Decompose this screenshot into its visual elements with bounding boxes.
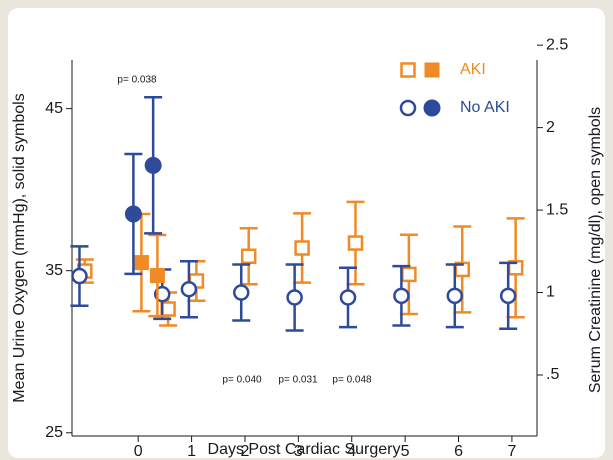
marker [286,289,303,306]
p-value-note: p= 0.031 [278,375,318,386]
panel [8,8,605,458]
y2-tick-label: 2.5 [546,36,568,53]
legend-marker [423,99,441,117]
x-tick-label: 5 [401,443,410,460]
legend-marker [424,62,440,78]
p-value-note: p= 0.038 [117,75,157,86]
x-tick-label: 7 [507,443,516,460]
y2-tick-label: 2 [546,119,555,136]
legend-label: No AKI [460,99,510,116]
y-tick-label: 45 [45,100,63,117]
x-tick-label: 0 [134,443,143,460]
legend-marker [399,99,417,117]
y2-tick-label: 1.5 [546,201,568,218]
y2-axis-title: Serum Creatinine (mg/dl), open symbols [587,107,604,393]
marker [133,255,149,271]
marker [499,287,517,305]
marker [393,287,410,305]
x-axis-title: Days Post Cardiac Surgery [208,441,401,458]
x-tick-label: 2 [241,443,250,460]
y-axis-title: Mean Urine Oxygen (mmHg), solid symbols [11,93,28,402]
marker [149,268,165,284]
x-tick-label: 6 [454,443,463,460]
y2-tick-label: 1 [546,284,555,301]
marker [153,285,171,303]
y-tick-label: 35 [45,262,63,279]
marker [180,280,198,298]
marker [240,248,257,264]
marker [401,266,417,283]
marker [160,301,176,317]
marker [144,156,162,174]
legend-label: AKI [460,61,486,78]
x-tick-label: 3 [294,443,303,460]
p-value-note: p= 0.048 [332,375,372,386]
p-value-note: p= 0.040 [222,375,262,386]
y-tick-label: 25 [45,424,63,441]
marker [347,235,364,251]
x-tick-label: 1 [187,443,196,460]
marker [124,205,142,223]
marker [71,267,88,285]
y2-tick-label: .5 [546,366,559,383]
marker [446,287,464,305]
marker [232,284,250,301]
legend-marker [400,62,416,78]
x-tick-label: 4 [347,443,356,460]
marker [294,240,310,256]
marker [339,289,357,306]
